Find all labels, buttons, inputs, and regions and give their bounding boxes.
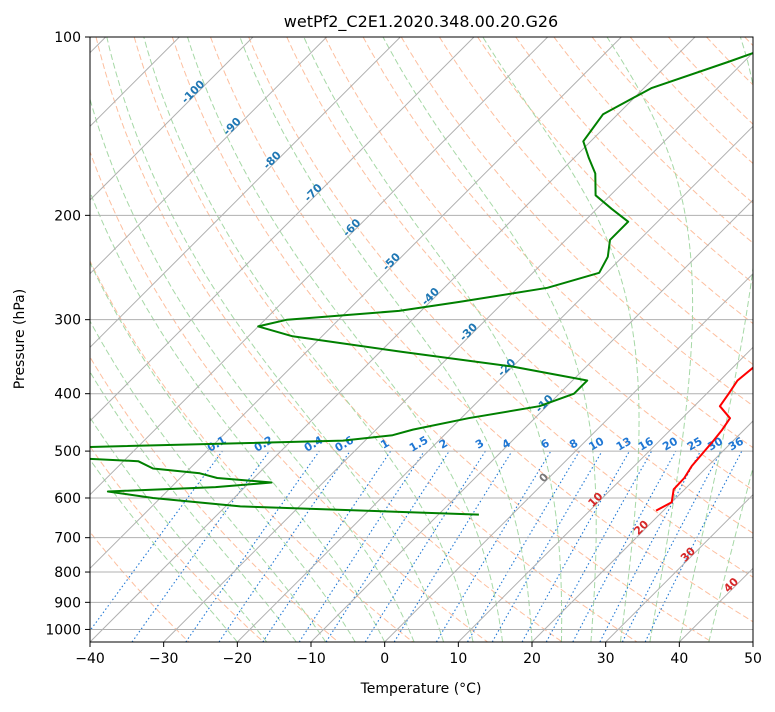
x-tick-label: −20 [223, 651, 253, 667]
x-tick-label: −40 [75, 651, 105, 667]
x-tick-label: −30 [149, 651, 179, 667]
x-axis-title: Temperature (°C) [360, 681, 482, 697]
chart-title: wetPf2_C2E1.2020.348.00.20.G26 [284, 12, 558, 32]
x-tick-label: 20 [523, 651, 541, 667]
x-tick-label: 50 [744, 651, 762, 667]
x-tick-label: 10 [449, 651, 467, 667]
y-axis-title: Pressure (hPa) [12, 289, 28, 389]
y-tick-label: 300 [54, 313, 81, 329]
y-tick-label: 100 [54, 30, 81, 46]
y-tick-label: 800 [54, 565, 81, 581]
y-tick-label: 400 [54, 387, 81, 403]
y-tick-label: 1000 [45, 622, 81, 638]
x-tick-label: 0 [380, 651, 389, 667]
x-tick-label: 30 [597, 651, 615, 667]
y-tick-label: 900 [54, 595, 81, 611]
y-tick-label: 200 [54, 208, 81, 224]
y-tick-label: 600 [54, 491, 81, 507]
y-tick-label: 700 [54, 531, 81, 547]
x-tick-label: −10 [296, 651, 326, 667]
x-tick-label: 40 [670, 651, 688, 667]
y-tick-label: 500 [54, 444, 81, 460]
